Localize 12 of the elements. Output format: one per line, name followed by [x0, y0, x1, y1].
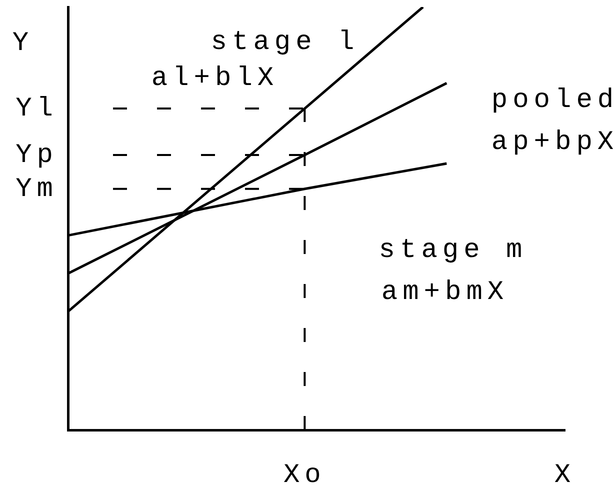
series-label: pooled: [491, 86, 615, 116]
ref-line-label: Yp: [16, 141, 58, 172]
annotation: ap+bpX: [491, 128, 615, 158]
ref-line-label: Ym: [16, 175, 58, 206]
ref-line-label: Yl: [16, 94, 58, 125]
annotation: al+blX: [151, 64, 279, 94]
y-axis-title: Y: [12, 29, 34, 60]
x-tick-label: X: [554, 461, 576, 492]
annotation: am+bmX: [381, 278, 509, 308]
text: stage m: [378, 236, 528, 266]
series-label: stage l: [210, 28, 360, 58]
x-tick-label: Xo: [283, 461, 326, 492]
